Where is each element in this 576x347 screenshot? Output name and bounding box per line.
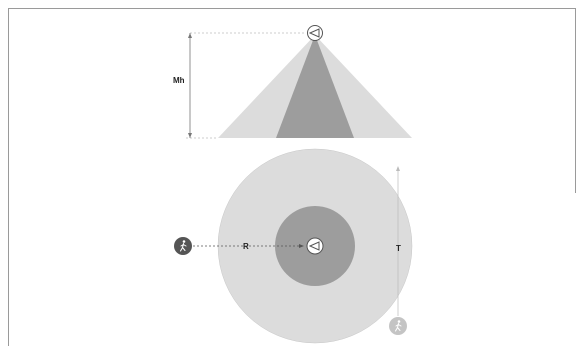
label-mh: Mh — [173, 76, 185, 85]
sensor-icon — [306, 237, 324, 255]
radial-approach: R — [193, 242, 304, 251]
tangential-approach: T — [396, 166, 401, 316]
person-walking-icon — [389, 317, 407, 335]
top-view: R T — [174, 148, 413, 344]
label-r: R — [243, 242, 249, 251]
sensor-icon — [307, 25, 323, 41]
person-walking-icon — [174, 237, 192, 255]
side-view: Mh — [173, 25, 412, 139]
cone-inner — [276, 35, 354, 138]
label-t: T — [396, 244, 401, 253]
mounting-height-dimension: Mh — [173, 32, 306, 139]
diagram-frame — [8, 8, 575, 346]
